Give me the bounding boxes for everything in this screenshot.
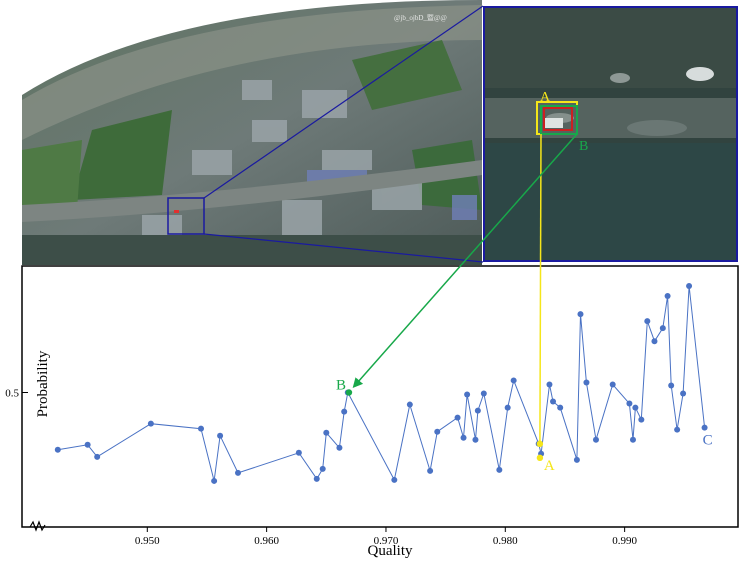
data-point: [510, 377, 517, 384]
data-point: [434, 428, 441, 435]
highlight-point-b: [345, 389, 353, 396]
data-point: [668, 382, 675, 389]
x-tick-label: 0.950: [135, 535, 160, 547]
data-point: [336, 444, 343, 451]
data-point: [550, 398, 557, 405]
data-point: [323, 429, 330, 436]
zoom-label-a: A: [540, 90, 551, 105]
data-point: [217, 432, 224, 439]
data-point: [651, 338, 658, 345]
data-point: [84, 441, 91, 448]
y-tick-label: 0.5: [5, 388, 19, 400]
series-line: [57, 285, 706, 482]
highlight-point-a-upper: [536, 440, 544, 448]
data-point: [295, 449, 302, 456]
connector-a: [539, 133, 542, 444]
data-point: [454, 414, 461, 421]
data-point: [319, 465, 326, 472]
axis-break-icon: [29, 520, 46, 532]
data-point: [472, 436, 479, 443]
data-point: [577, 311, 584, 318]
box-red: [543, 107, 573, 131]
data-point: [674, 426, 681, 433]
x-axis-label: Quality: [368, 543, 413, 559]
chart-label-b: B: [336, 378, 346, 394]
x-axis-ticks: 0.950 0.960 0.970 0.980 0.990: [135, 527, 638, 547]
zoom-inset: [483, 6, 738, 262]
data-point: [557, 404, 564, 411]
x-tick-label: 0.980: [493, 535, 518, 547]
data-point: [504, 404, 511, 411]
connector-b: [352, 133, 578, 388]
data-point: [638, 416, 645, 423]
highlight-point-a: [536, 454, 544, 462]
callout-layer: A B C: [336, 133, 713, 474]
data-point: [427, 467, 434, 474]
data-point: [464, 391, 471, 398]
zoom-connector-bottom: [203, 233, 484, 263]
data-point: [211, 477, 218, 484]
data-point: [629, 436, 636, 443]
aerial-photo: @jb_ojbD_暨@@: [22, 0, 482, 265]
series-layer: [54, 282, 708, 484]
data-point: [147, 420, 154, 427]
data-point: [573, 456, 580, 463]
x-tick-label: 0.970: [374, 535, 399, 547]
data-point: [313, 475, 320, 482]
data-point: [406, 401, 413, 408]
aerial-photo-drawing: @jb_ojbD_暨@@: [22, 0, 482, 265]
data-point: [680, 390, 687, 397]
zoom-source-box: [167, 197, 205, 235]
chart-label-c: C: [703, 433, 713, 449]
data-point: [546, 381, 553, 388]
data-point: [496, 466, 503, 473]
data-point: [460, 434, 467, 441]
data-point: [632, 404, 639, 411]
data-point: [644, 318, 651, 325]
chart-frame: [21, 265, 739, 528]
chart-label-a: A: [544, 458, 555, 474]
data-point: [664, 293, 671, 300]
data-point: [54, 446, 61, 453]
data-point: [592, 436, 599, 443]
data-point: [341, 408, 348, 415]
y-axis-label: Probability: [35, 350, 51, 417]
zoom-label-b: B: [579, 139, 588, 154]
data-point: [480, 390, 487, 397]
data-point: [583, 379, 590, 386]
data-point: [198, 425, 204, 432]
x-tick-label: 0.960: [254, 535, 279, 547]
x-tick-label: 0.990: [612, 535, 637, 547]
data-point: [234, 469, 241, 476]
data-point: [701, 424, 708, 431]
zoom-inset-drawing: [485, 8, 736, 260]
data-point: [94, 453, 101, 460]
data-point: [626, 400, 633, 407]
y-axis-ticks: 0.5: [5, 388, 28, 400]
zoom-connector-top: [203, 5, 484, 199]
data-point: [659, 325, 666, 332]
data-point: [609, 381, 616, 388]
data-point: [391, 476, 398, 483]
data-point: [474, 407, 481, 414]
box-b: [540, 105, 578, 135]
data-point: [686, 282, 693, 289]
photo-watermark: @jb_ojbD_暨@@: [394, 14, 447, 22]
